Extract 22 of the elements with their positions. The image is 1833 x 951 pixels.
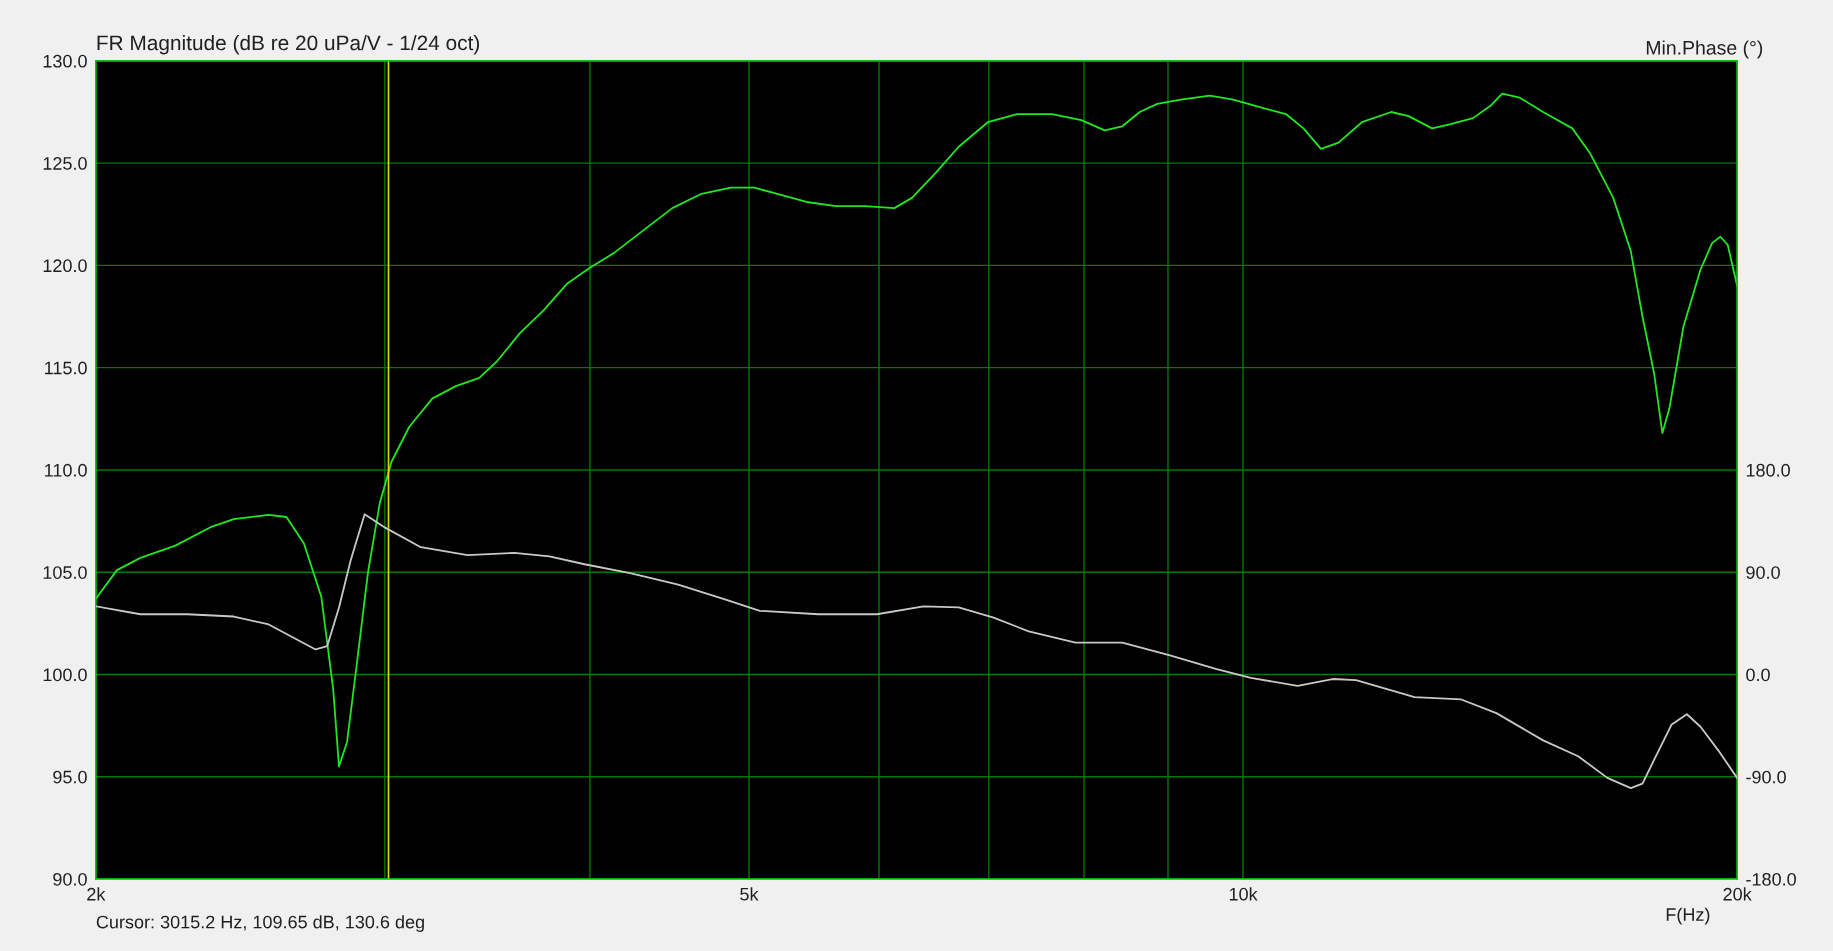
chart-title: FR Magnitude (dB re 20 uPa/V - 1/24 oct) [97,34,480,55]
y2-tick-label: -90.0 [1746,770,1786,784]
y-tick-label: 115.0 [45,361,87,375]
y-tick-label: 125.0 [43,157,87,170]
y-tick-label: 130.0 [43,54,87,68]
x-tick-label: 10k [1229,887,1258,901]
x-tick-label: 20k [1723,887,1752,901]
x-axis-title: F(Hz) [1666,907,1710,925]
text: Cursor: 3015.2 Hz, 109.65 dB, 130.6 deg [96,915,424,932]
y-tick-label: 105.0 [43,566,87,579]
y-tick-label: 95.0 [53,770,87,784]
y-tick-label: 120.0 [43,259,87,273]
x-tick-label: 2k [87,887,106,901]
y2-tick-label: -180.0 [1746,872,1796,886]
x-tick-label: 5k [740,887,759,901]
y2-tick-label: 90.0 [1746,566,1780,579]
y2-axis-title: Min.Phase (°) [1646,40,1763,59]
y2-tick-label: 0.0 [1746,668,1770,682]
y-tick-label: 110.0 [45,463,87,477]
y-tick-label: 90.0 [53,872,87,886]
y2-tick-label: 180.0 [1746,463,1790,477]
y-tick-label: 100.0 [43,668,87,682]
